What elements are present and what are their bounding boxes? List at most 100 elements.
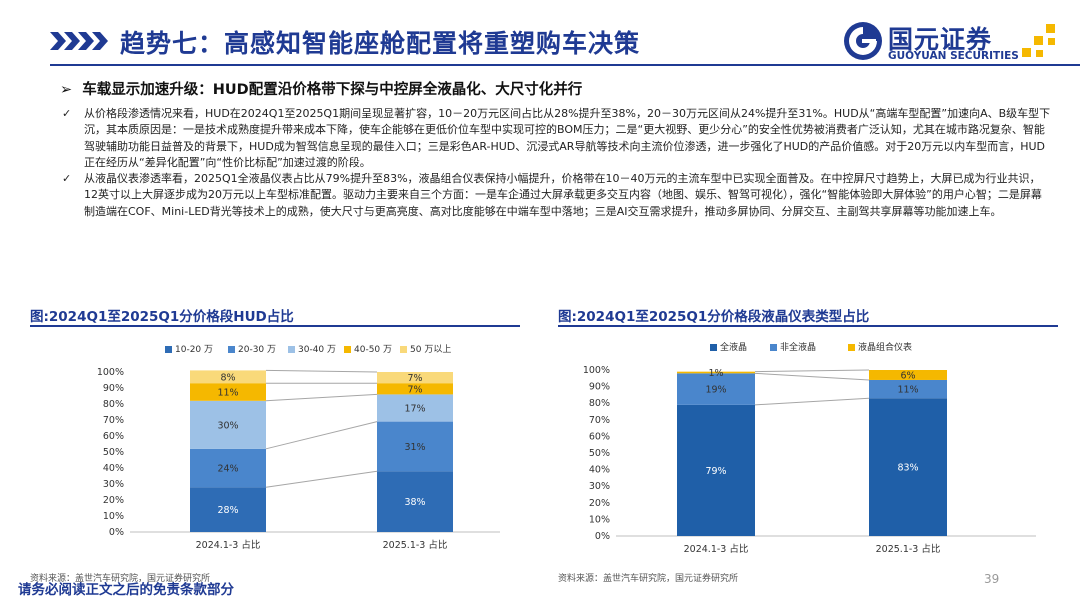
bar-segment [190, 487, 266, 532]
x-tick-label: 2025.1-3 占比 [876, 543, 941, 555]
data-label: 17% [404, 404, 425, 415]
y-tick-label: 20% [103, 495, 124, 506]
legend-label: 30-40 万 [298, 345, 336, 355]
data-label: 6% [900, 370, 915, 381]
legend-label: 40-50 万 [354, 345, 392, 355]
logo-emblem-icon [844, 22, 882, 60]
body-text: ✓ 从价格段渗透情况来看，HUD在2024Q1至2025Q1期间呈现显著扩容，1… [62, 106, 1052, 220]
y-tick-label: 100% [583, 365, 610, 376]
series-connector-line [754, 369, 870, 373]
legend-label: 液晶组合仪表 [858, 341, 912, 353]
bar-segment [377, 421, 453, 472]
x-tick-label: 2024.1-3 占比 [684, 543, 749, 555]
legend-swatch [400, 346, 407, 353]
data-label: 30% [217, 420, 238, 431]
lcd-stacked-bar-chart: 全液晶 非全液晶 液晶组合仪表 0% 10% 20% 30% 40% 50% 60% 70% 80% 9… [583, 341, 1036, 555]
data-label: 38% [404, 497, 425, 508]
y-tick-label: 60% [589, 431, 610, 442]
series-connector-line [754, 372, 870, 381]
data-label: 1% [708, 368, 723, 379]
series-connector-line [754, 397, 870, 406]
bar-segment [869, 398, 947, 536]
data-label: 28% [217, 505, 238, 516]
bar-segment [869, 370, 947, 380]
legend-swatch [848, 344, 855, 351]
legend-swatch [344, 346, 351, 353]
legend-swatch [710, 344, 717, 351]
y-tick-label: 80% [103, 399, 124, 410]
series-connector-line [265, 421, 378, 450]
legend-label: 10-20 万 [175, 345, 213, 355]
y-tick-label: 20% [589, 498, 610, 509]
y-tick-label: 100% [97, 367, 124, 378]
bar-segment [677, 371, 755, 374]
y-tick-label: 30% [103, 479, 124, 490]
legend-label: 非全液晶 [780, 341, 816, 353]
disclaimer-text: 请务必阅读正文之后的免责条款部分 [18, 582, 234, 598]
logo-chinese-name: 国元证券 [888, 25, 993, 54]
data-label: 11% [217, 388, 238, 399]
header-divider [50, 64, 1080, 66]
bar-segment [377, 383, 453, 395]
data-label: 79% [705, 466, 726, 477]
hud-stacked-bar-chart: 10-20 万 20-30 万 30-40 万 40-50 万 50 万以上 0% 10% 2… [97, 344, 500, 551]
chevrons-icon [50, 32, 108, 50]
bar-segment [377, 394, 453, 422]
data-label: 7% [407, 384, 422, 395]
bar-segment [190, 383, 266, 401]
y-tick-label: 60% [103, 431, 124, 442]
page-title: 趋势七：高感知智能座舱配置将重塑购车决策 [120, 29, 641, 58]
paragraph-text: 从价格段渗透情况来看，HUD在2024Q1至2025Q1期间呈现显著扩容，10－… [84, 107, 1051, 169]
data-label: 83% [897, 463, 918, 474]
checkmark-icon: ✓ [62, 107, 72, 120]
series-connector-line [265, 393, 378, 402]
series-connector-line [265, 369, 378, 373]
data-label: 11% [897, 385, 918, 396]
bar-segment [190, 448, 266, 488]
data-label: 8% [220, 372, 235, 383]
bar-segment [190, 370, 266, 384]
bar-segment [190, 400, 266, 449]
bar-segment [377, 372, 453, 384]
x-tick-label: 2025.1-3 占比 [383, 539, 448, 551]
data-label: 31% [404, 442, 425, 453]
chart-source-hud: 资料来源：盖世汽车研究院，国元证券研究所 [30, 574, 211, 584]
legend-swatch [228, 346, 235, 353]
y-tick-label: 90% [103, 383, 124, 394]
y-tick-label: 80% [589, 398, 610, 409]
page-number: 39 [984, 572, 1000, 586]
bar-segment [869, 379, 947, 399]
y-tick-label: 0% [595, 531, 610, 542]
y-tick-label: 50% [103, 447, 124, 458]
paragraph-hud: ✓ 从价格段渗透情况来看，HUD在2024Q1至2025Q1期间呈现显著扩容，1… [62, 106, 1052, 171]
y-tick-label: 30% [589, 481, 610, 492]
y-tick-label: 0% [109, 527, 124, 538]
logo-english-name: GUOYUAN SECURITIES [888, 50, 1019, 62]
y-tick-label: 50% [589, 448, 610, 459]
y-tick-label: 70% [103, 415, 124, 426]
checkmark-icon: ✓ [62, 172, 72, 186]
data-label: 19% [705, 385, 726, 396]
bar-segment [677, 404, 755, 536]
paragraph-text: 从液晶仪表渗透率看，2025Q1全液晶仪表占比从79%提升至83%，液晶组合仪表… [84, 172, 1042, 218]
legend-swatch [288, 346, 295, 353]
y-tick-label: 90% [589, 382, 610, 393]
y-tick-label: 10% [589, 514, 610, 525]
x-tick-label: 2024.1-3 占比 [196, 539, 261, 551]
legend-label: 20-30 万 [238, 345, 276, 355]
chart-rule-hud [30, 325, 520, 327]
bar-segment [377, 471, 453, 532]
section-subheading: ➢ 车载显示加速升级：HUD配置沿价格带下探与中控屏全液晶化、大尺寸化并行 [60, 78, 582, 99]
y-tick-label: 70% [589, 415, 610, 426]
legend-swatch [165, 346, 172, 353]
legend-label: 全液晶 [720, 341, 747, 353]
chart-title-lcd: 图:2024Q1至2025Q1分价格段液晶仪表类型占比 [558, 309, 870, 325]
subheading-text: 车载显示加速升级：HUD配置沿价格带下探与中控屏全液晶化、大尺寸化并行 [82, 82, 583, 98]
logo-squares-icon [1022, 24, 1055, 57]
y-tick-label: 40% [589, 465, 610, 476]
legend-swatch [770, 344, 777, 351]
y-tick-label: 10% [103, 511, 124, 522]
bar-segment [677, 373, 755, 405]
arrow-marker-icon: ➢ [60, 82, 73, 98]
chart-source-lcd: 资料来源：盖世汽车研究院，国元证券研究所 [558, 574, 739, 584]
